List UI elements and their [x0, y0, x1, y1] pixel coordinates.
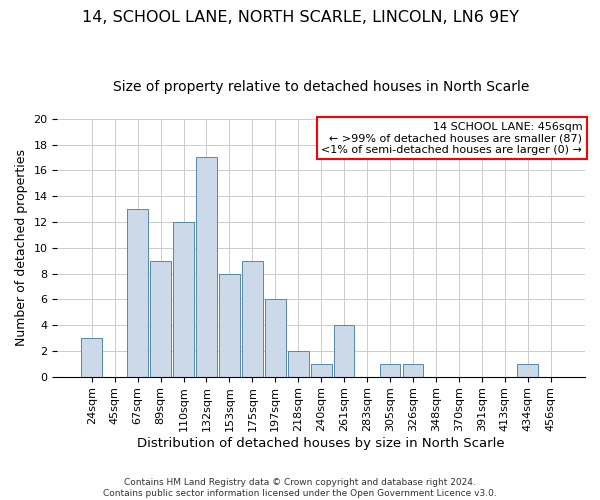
- Y-axis label: Number of detached properties: Number of detached properties: [15, 149, 28, 346]
- Bar: [196, 158, 217, 376]
- Text: Contains HM Land Registry data © Crown copyright and database right 2024.
Contai: Contains HM Land Registry data © Crown c…: [103, 478, 497, 498]
- Bar: [82, 338, 102, 376]
- Bar: [127, 209, 148, 376]
- Bar: [334, 325, 355, 376]
- Bar: [380, 364, 400, 376]
- Bar: [150, 260, 171, 376]
- X-axis label: Distribution of detached houses by size in North Scarle: Distribution of detached houses by size …: [137, 437, 505, 450]
- Bar: [219, 274, 240, 376]
- Text: 14, SCHOOL LANE, NORTH SCARLE, LINCOLN, LN6 9EY: 14, SCHOOL LANE, NORTH SCARLE, LINCOLN, …: [82, 10, 518, 25]
- Bar: [403, 364, 424, 376]
- Bar: [288, 351, 308, 376]
- Bar: [311, 364, 332, 376]
- Title: Size of property relative to detached houses in North Scarle: Size of property relative to detached ho…: [113, 80, 529, 94]
- Bar: [242, 260, 263, 376]
- Text: 14 SCHOOL LANE: 456sqm
← >99% of detached houses are smaller (87)
<1% of semi-de: 14 SCHOOL LANE: 456sqm ← >99% of detache…: [322, 122, 582, 155]
- Bar: [517, 364, 538, 376]
- Bar: [173, 222, 194, 376]
- Bar: [265, 300, 286, 376]
